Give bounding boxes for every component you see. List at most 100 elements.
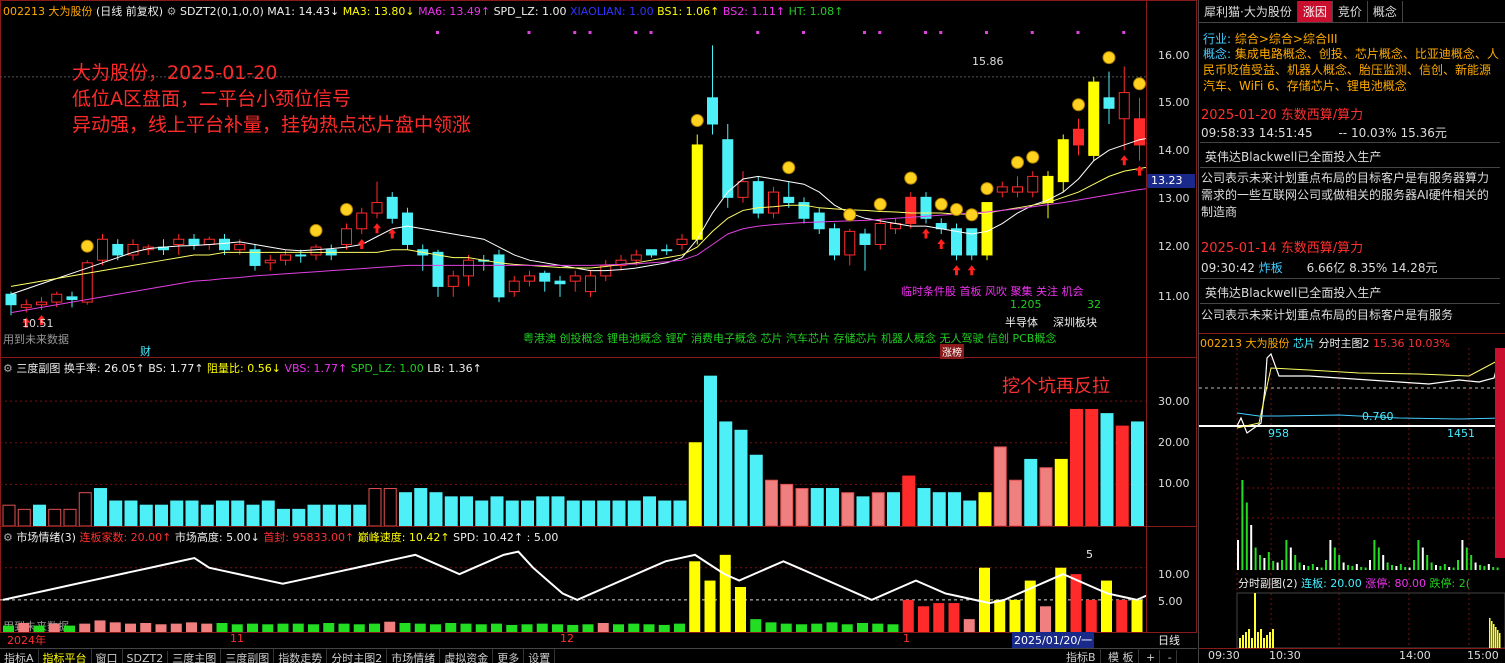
candle-body [768,191,779,214]
indicator-b-tab[interactable]: 指标B [1062,648,1101,663]
sentiment-bar [597,623,609,632]
intraday-chart-name[interactable]: 分时主图2 [1318,337,1370,350]
smiley-icon [80,239,94,253]
sentiment-bar [1040,606,1051,632]
candle-body [829,228,840,256]
sub2-header: ⚙ 市场情绪(3) 连板家数: 20.00↑ 市场高度: 5.00↓ 首封: 9… [3,529,558,545]
tab-auction[interactable]: 竞价 [1333,1,1368,22]
up-arrow-icon [388,228,397,239]
tab-reason[interactable]: 涨因 [1297,1,1333,22]
bottom-tab[interactable]: 分时主图2 [327,649,388,663]
sentiment-bar [796,624,807,632]
candle-body [1057,139,1069,183]
sentiment-line [2,550,1146,605]
event-2-title[interactable]: 2025-01-14 东数西算/算力 [1201,237,1363,256]
signal-dot [1076,31,1080,34]
volume-bar [1115,425,1129,526]
period-label[interactable]: 日线 [1158,634,1180,647]
intraday-volume-bar [1404,567,1407,570]
tab-stock[interactable]: 犀利猫·大为股份 [1199,1,1298,22]
volume-bar-chart[interactable] [0,372,1146,526]
intraday-value-2: 958 [1268,427,1289,440]
gear-icon[interactable]: ⚙ [3,531,13,544]
event-amount: 炸板 [1258,261,1283,275]
price-axis-frame [1146,0,1197,358]
bottom-tab[interactable]: 指数走势 [274,649,328,663]
signal-dot [756,31,760,34]
volume-bar [78,492,92,526]
bottom-tab[interactable]: 市场情绪 [387,649,441,663]
bottom-tab[interactable]: 窗口 [92,649,123,663]
intraday-sub-bar [1497,630,1499,648]
volume-bar [597,500,611,526]
volume-bar [48,508,62,526]
date-label-dec: 12 [560,632,574,645]
volume-bar [902,475,916,526]
intraday-sub-bar [1239,638,1241,648]
event-1-title[interactable]: 2025-01-20 东数西算/算力 [1201,104,1363,123]
intraday-sector: 芯片 [1293,337,1315,350]
candle-body [554,280,566,285]
sub1-title[interactable]: 三度副图 [16,362,61,375]
template-tab[interactable]: 模 板 [1104,648,1139,663]
intraday-volume-bar [1307,566,1310,570]
bottom-tab[interactable]: 指标A [0,649,39,663]
bottom-tab[interactable]: 虚拟资金 [440,649,494,663]
high-price-mark: 15.86 [972,55,1004,68]
bottom-tab[interactable]: 三度副图 [221,649,275,663]
intraday-volume-bar [1351,566,1354,570]
sentiment-bar [277,623,289,632]
sdzt-indicator[interactable]: SDZT2(0,1,0,0) [179,5,264,18]
bottom-tab[interactable]: SDZT2 [123,651,169,663]
volume-bar [688,442,702,526]
bottom-tab[interactable]: 设置 [524,649,556,663]
volume-bar [612,500,626,526]
intraday-sub-bar [1257,632,1259,648]
smiley-icon [1133,77,1146,91]
gear-icon[interactable]: ⚙ [166,5,177,18]
signal-dot [878,31,882,34]
financial-marker[interactable]: 财 [140,345,151,358]
candle-body [707,97,718,125]
bottom-tab[interactable]: 三度主图 [168,649,222,663]
intraday-volume-bar [1391,565,1393,570]
candle-body [966,228,978,256]
candlestick-chart[interactable] [0,14,1146,344]
gear-icon[interactable]: ⚙ [3,362,13,375]
intraday-sub-bar [1269,632,1271,648]
zoom-in-button[interactable]: + [1142,650,1161,663]
zhangbang-badge[interactable]: 涨榜 [940,344,964,359]
smiley-icon [843,208,857,222]
stock-name[interactable]: 大为股份 [48,5,93,18]
intraday-ratio-line [1236,412,1505,420]
smiley-icon [873,197,887,211]
sentiment-chart[interactable] [0,542,1146,632]
stock-code: 002213 [3,5,45,18]
sentiment-bar [445,623,457,632]
vbs-value: VBS: 1.77↑ [284,362,348,375]
event-1-headline-box[interactable] [1200,142,1500,168]
intraday-volume-bar [1474,562,1477,570]
intraday-sub-title[interactable]: 分时副图(2) [1238,577,1298,590]
intraday-volume-bar [1311,564,1314,570]
sentiment-bar [582,624,594,632]
sentiment-bar [353,624,365,632]
volume-bar [582,500,595,526]
zoom-out-button[interactable]: - [1164,650,1177,663]
time-label: 15:00 [1467,649,1499,662]
sentiment-bar [735,587,746,632]
bottom-tab[interactable]: 指标平台 [39,649,92,663]
candle-body [463,259,474,277]
volume-bar [643,496,656,526]
volume-bar [322,504,336,526]
tab-concept[interactable]: 概念 [1368,1,1403,22]
smiley-icon [1072,98,1085,112]
event-2-headline-box[interactable] [1200,278,1500,304]
intraday-volume-bar [1470,555,1473,570]
bottom-tab[interactable]: 更多 [493,649,525,663]
sub2-title[interactable]: 市场情绪(3) [16,531,76,544]
intraday-volume-bar [1303,565,1305,570]
volume-bar [795,488,809,526]
intraday-chart[interactable] [1199,348,1505,648]
intraday-volume-bar [1355,564,1358,570]
